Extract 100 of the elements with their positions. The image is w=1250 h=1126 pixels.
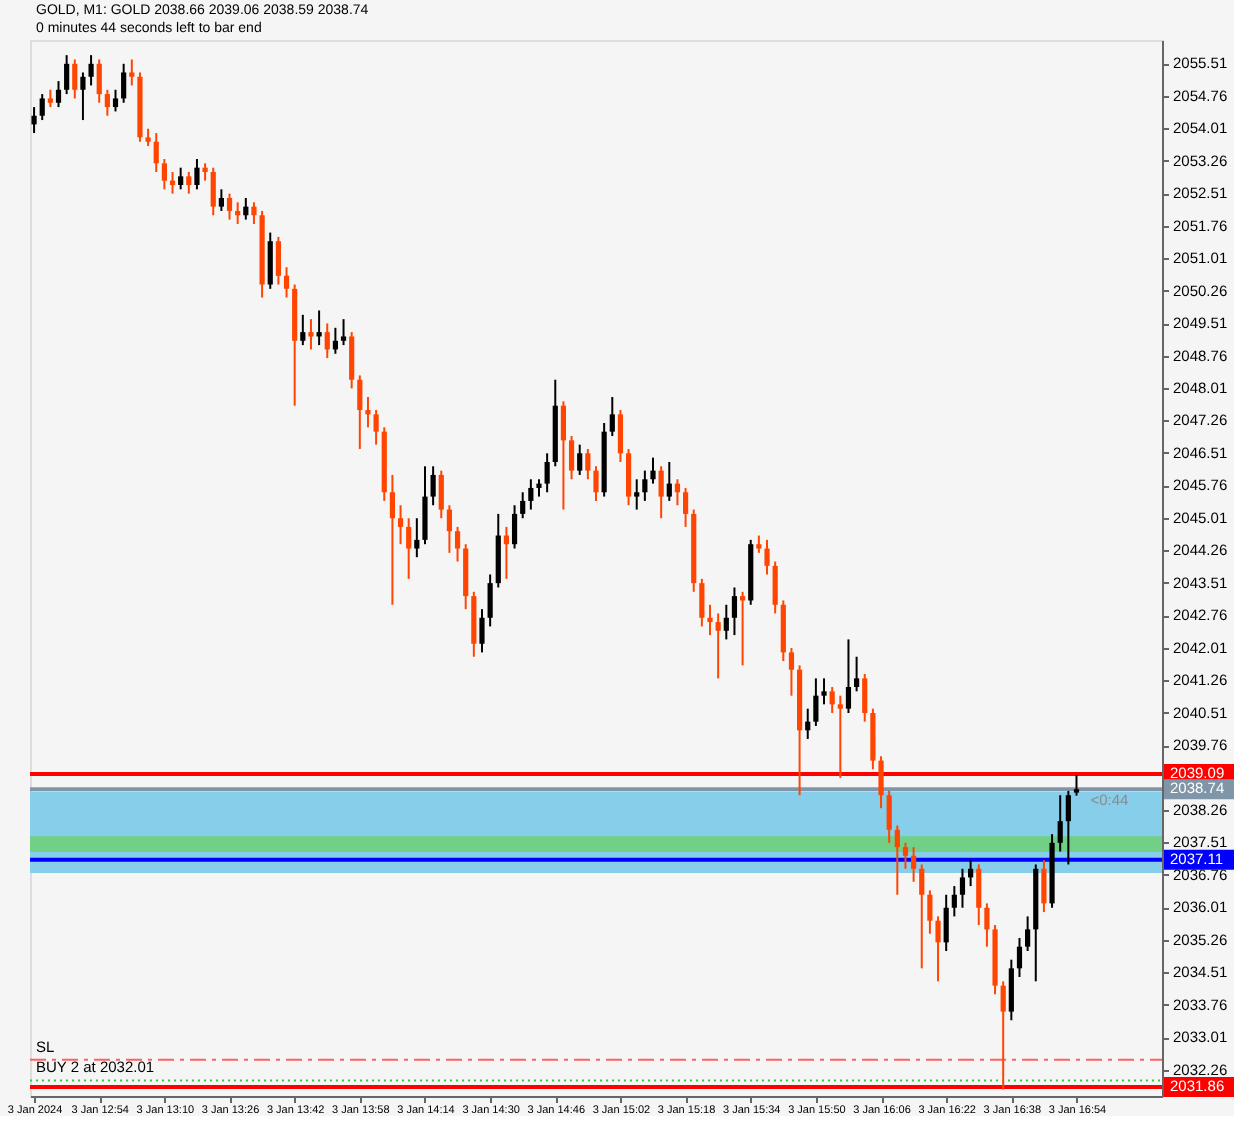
candlestick xyxy=(365,396,371,429)
candlestick xyxy=(349,331,355,390)
candlestick xyxy=(300,313,306,347)
candlestick xyxy=(1057,794,1063,853)
candlestick xyxy=(267,231,273,290)
candlestick xyxy=(373,409,379,446)
candlestick xyxy=(438,469,444,520)
candlestick xyxy=(1073,774,1080,797)
candlestick xyxy=(153,132,159,173)
candlestick xyxy=(1025,915,1031,953)
candlestick xyxy=(927,889,933,935)
candlestick xyxy=(414,517,420,559)
candlestick xyxy=(1008,958,1014,1022)
candlestick xyxy=(178,166,184,191)
candlestick xyxy=(1065,789,1071,866)
candlestick xyxy=(186,171,192,195)
candlestick xyxy=(943,893,949,953)
candlestick xyxy=(764,538,770,576)
candlestick xyxy=(430,465,436,507)
candlestick xyxy=(682,486,689,528)
candlestick xyxy=(911,846,917,883)
candlestick xyxy=(585,447,591,481)
candlestick xyxy=(308,318,314,351)
candlestick xyxy=(902,841,909,870)
candlestick xyxy=(520,491,526,520)
candlestick xyxy=(560,400,567,511)
candlestick xyxy=(854,655,860,693)
candlestick xyxy=(699,577,705,628)
candlestick xyxy=(422,465,428,546)
candlestick xyxy=(112,88,119,113)
candlestick xyxy=(984,902,990,948)
candlestick xyxy=(935,915,941,983)
candlestick xyxy=(340,318,347,347)
candlestick xyxy=(813,677,819,727)
candlestick xyxy=(976,863,982,927)
candlestick xyxy=(389,473,395,606)
candlestick xyxy=(161,158,167,191)
candlestick xyxy=(829,686,835,714)
candlestick xyxy=(357,374,363,450)
candlestick xyxy=(625,447,632,507)
candlestick xyxy=(446,504,453,554)
candlestick xyxy=(772,560,778,615)
candlestick xyxy=(666,460,672,502)
candlestick xyxy=(870,707,876,771)
candlestick xyxy=(528,478,534,511)
candlestick xyxy=(463,543,469,611)
candlestick xyxy=(31,106,37,135)
candlestick xyxy=(609,396,615,437)
candlestick xyxy=(39,93,45,122)
candlestick xyxy=(919,863,925,970)
candlestick xyxy=(650,456,656,485)
candlestick xyxy=(658,465,664,520)
candlestick xyxy=(96,58,102,104)
candlestick xyxy=(55,80,62,109)
candlestick xyxy=(642,469,648,502)
candlestick xyxy=(544,452,550,494)
candlestick xyxy=(862,673,868,723)
candlestick xyxy=(487,573,493,628)
candlestick xyxy=(283,266,290,299)
candlestick xyxy=(194,158,200,191)
candlestick xyxy=(104,88,110,117)
candlestick xyxy=(1000,980,1006,1091)
candlestick xyxy=(1041,859,1047,914)
candlestick xyxy=(251,201,257,225)
candlestick xyxy=(226,192,233,221)
candlestick xyxy=(511,504,518,550)
candlestick xyxy=(951,885,957,918)
candlestick xyxy=(845,638,852,714)
candlestick xyxy=(634,478,640,511)
candlestick xyxy=(731,586,738,637)
candlestick xyxy=(577,443,583,476)
candlestick xyxy=(707,603,713,637)
candlestick xyxy=(886,789,892,844)
candlestick xyxy=(210,166,216,217)
candlestick xyxy=(715,612,721,680)
candlestick xyxy=(723,603,729,641)
candlestick xyxy=(1016,937,1023,978)
candlestick xyxy=(72,58,78,100)
candlestick xyxy=(406,517,412,580)
candlestick xyxy=(837,694,843,779)
candlestick xyxy=(397,504,404,546)
candlestick xyxy=(324,322,330,360)
candlestick xyxy=(121,62,127,104)
candlestick xyxy=(495,512,501,589)
candlestick xyxy=(129,58,135,87)
candlestick xyxy=(80,71,86,122)
candlestick xyxy=(617,409,624,463)
candlestick xyxy=(959,867,966,909)
candlestick xyxy=(471,590,477,658)
candlestick xyxy=(821,677,827,706)
candlestick xyxy=(88,54,94,87)
candlestick xyxy=(894,824,900,896)
candlestick xyxy=(878,755,884,810)
candlestick xyxy=(218,188,224,212)
candlestick xyxy=(780,599,786,663)
candlestick xyxy=(568,435,575,481)
candlestick xyxy=(479,608,485,654)
candlestick xyxy=(275,235,281,286)
candlestick xyxy=(64,54,70,96)
candlestick xyxy=(593,465,599,502)
